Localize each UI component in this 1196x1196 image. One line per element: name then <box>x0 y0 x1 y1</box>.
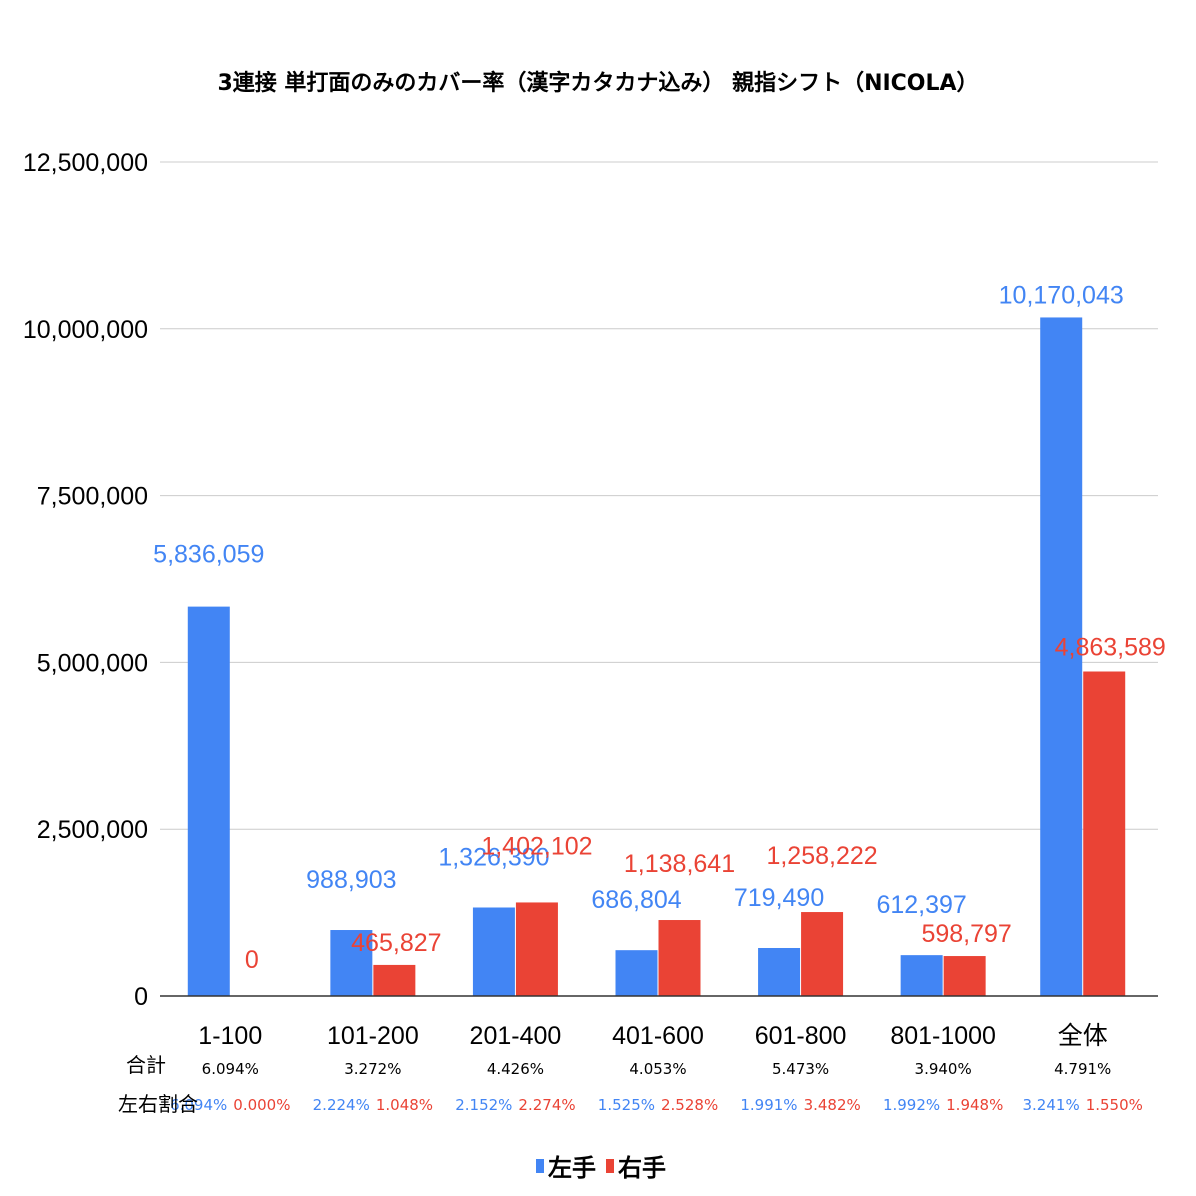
bar-left <box>900 955 943 996</box>
bar-left <box>330 930 373 996</box>
legend-label-right: 右手 <box>618 1154 666 1182</box>
data-label-right: 0 <box>245 946 259 974</box>
summary-table: 6.094% 6.094% 0.000% 3.272% 2.224% 1.048% 4.42… <box>118 1053 1143 1116</box>
split-right-value: 0.000% <box>233 1096 290 1114</box>
x-axis: 1-100 101-200 201-400 401-600 601-800 801-100… <box>160 995 1158 1050</box>
data-label-right: 465,827 <box>351 929 441 957</box>
data-label-right: 1,258,222 <box>766 842 877 870</box>
split-right-value: 3.482% <box>804 1096 861 1114</box>
split-right-value: 1.048% <box>376 1096 433 1114</box>
data-label-left: 686,804 <box>591 886 681 914</box>
data-label-right: 4,863,589 <box>1055 634 1166 662</box>
x-tick-label: 1-100 <box>198 1022 262 1050</box>
total-value: 4.791% <box>1054 1060 1111 1078</box>
bar-left <box>187 606 230 996</box>
data-label-left: 612,397 <box>876 891 966 919</box>
x-tick-label: 401-600 <box>612 1022 704 1050</box>
data-label-left: 10,170,043 <box>999 281 1124 309</box>
data-label-left: 988,903 <box>306 866 396 894</box>
x-tick-label: 201-400 <box>470 1022 562 1050</box>
total-value: 3.940% <box>915 1060 972 1078</box>
bar-right <box>658 920 701 996</box>
bar-left <box>1040 317 1083 997</box>
split-row-label: 左右割合 <box>118 1092 198 1116</box>
y-tick-label: 12,500,000 <box>23 149 148 177</box>
y-tick-label: 7,500,000 <box>37 483 148 511</box>
bar-left <box>472 907 515 996</box>
split-left-value: 3.241% <box>1023 1096 1080 1114</box>
y-tick-label: 2,500,000 <box>37 816 148 844</box>
x-tick-label: 全体 <box>1058 1022 1108 1050</box>
y-axis: 0 2,500,000 5,000,000 7,500,000 10,000,000 12… <box>23 149 148 1011</box>
bar-right <box>801 912 844 996</box>
x-tick-label: 601-800 <box>755 1022 847 1050</box>
total-value: 4.053% <box>629 1060 686 1078</box>
data-label-right: 1,138,641 <box>624 850 735 878</box>
chart-title: 3連接 単打面のみのカバー率（漢字カタカナ込み） 親指シフト（NICOLA） <box>217 70 978 96</box>
data-labels: 5,836,059 0 988,903 465,827 1,326,3901,402,1… <box>153 281 1166 974</box>
bar-right <box>515 902 558 996</box>
total-value: 4.426% <box>487 1060 544 1078</box>
split-right-value: 1.550% <box>1086 1096 1143 1114</box>
split-left-value: 1.992% <box>883 1096 940 1114</box>
data-label-left: 1,326,390 <box>438 844 549 872</box>
y-tick-label: 0 <box>134 983 148 1011</box>
split-left-value: 6.094% <box>170 1096 227 1114</box>
total-value: 5.473% <box>772 1060 829 1078</box>
bar-right <box>373 964 416 996</box>
gridlines <box>160 161 1158 830</box>
split-right-value: 2.528% <box>661 1096 718 1114</box>
bar-right <box>943 956 986 996</box>
data-label-left: 719,490 <box>734 884 824 912</box>
legend-swatch-left <box>536 1159 544 1173</box>
split-right-value: 1.948% <box>946 1096 1003 1114</box>
split-left-value: 2.224% <box>313 1096 370 1114</box>
total-value: 3.272% <box>344 1060 401 1078</box>
split-left-value: 2.152% <box>455 1096 512 1114</box>
bar-left <box>758 947 801 996</box>
y-tick-label: 10,000,000 <box>23 316 148 344</box>
total-value: 6.094% <box>202 1060 259 1078</box>
totals-row-label: 合計 <box>126 1053 166 1077</box>
split-left-value: 1.525% <box>598 1096 655 1114</box>
x-tick-label: 801-1000 <box>890 1022 996 1050</box>
data-label-right: 1,402,102 <box>481 832 592 860</box>
y-tick-label: 5,000,000 <box>37 649 148 677</box>
split-right-value: 2.274% <box>518 1096 575 1114</box>
legend-label-left: 左手 <box>548 1154 596 1182</box>
bar-left <box>615 950 658 996</box>
legend: 左手 右手 <box>536 1154 666 1182</box>
legend-swatch-right <box>606 1159 614 1173</box>
bars <box>187 317 1126 997</box>
split-left-value: 1.991% <box>740 1096 797 1114</box>
x-tick-label: 101-200 <box>327 1022 419 1050</box>
data-label-left: 5,836,059 <box>153 541 264 569</box>
data-label-right: 598,797 <box>921 920 1011 948</box>
bar-right <box>1083 671 1126 996</box>
